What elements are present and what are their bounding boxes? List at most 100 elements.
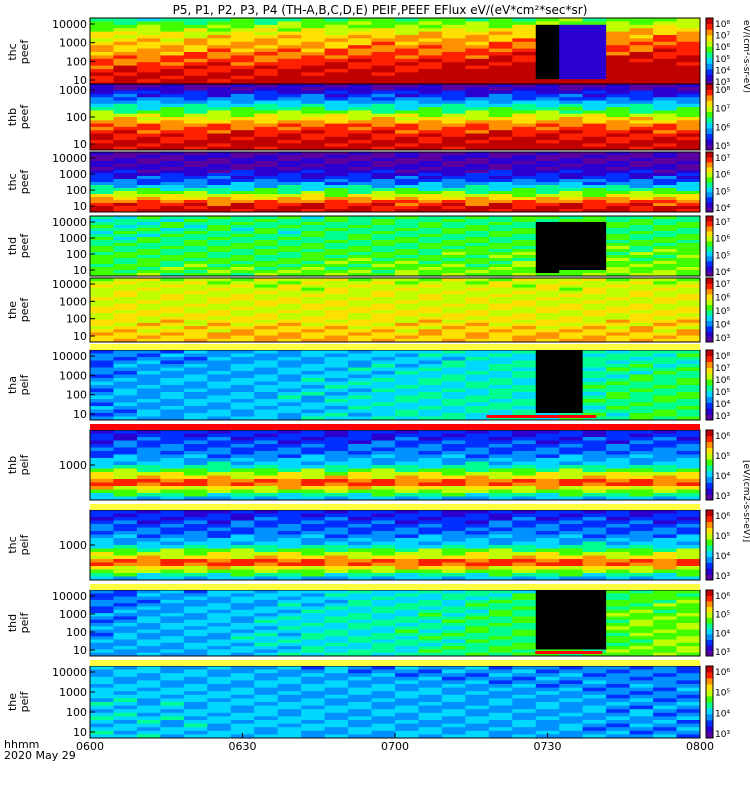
heat-cell <box>113 374 138 379</box>
heat-cell <box>629 182 654 186</box>
heat-cell <box>371 465 396 469</box>
heat-cell <box>582 545 607 549</box>
heat-cell <box>418 652 443 657</box>
heat-cell <box>371 381 396 386</box>
heat-cell <box>465 273 490 277</box>
heat-cell <box>653 395 678 400</box>
heat-cell <box>676 24 701 29</box>
heat-cell <box>535 616 560 621</box>
heat-cell <box>653 303 678 308</box>
heat-cell <box>301 155 326 159</box>
heat-cell <box>606 237 631 241</box>
heat-cell <box>465 413 490 417</box>
heat-cell <box>183 562 208 567</box>
panel-species-label: peef <box>18 169 31 195</box>
heat-cell <box>606 520 631 525</box>
heat-cell <box>441 642 466 647</box>
heat-cell <box>160 566 185 570</box>
heat-cell <box>183 294 208 298</box>
heat-cell <box>653 338 678 343</box>
heat-cell <box>441 31 466 36</box>
heat-cell <box>348 534 373 539</box>
heat-cell <box>277 143 302 148</box>
heat-cell <box>348 185 373 189</box>
heat-cell <box>348 234 373 238</box>
heat-cell <box>465 176 490 180</box>
heat-cell <box>512 126 537 131</box>
heat-cell <box>90 576 114 581</box>
heat-cell <box>230 399 255 403</box>
heat-cell <box>629 623 654 627</box>
heat-cell <box>324 364 349 368</box>
heat-cell <box>324 228 349 232</box>
heat-cell <box>535 48 560 53</box>
heat-cell <box>653 465 678 469</box>
heat-cell <box>160 338 185 343</box>
heat-cell <box>230 18 255 22</box>
heat-cell <box>512 62 537 67</box>
heat-cell <box>606 158 631 162</box>
colorbar-tick-label: 10⁴ <box>715 204 730 214</box>
colorbar-step <box>706 601 713 607</box>
heat-cell <box>277 642 302 647</box>
heat-cell <box>488 451 513 455</box>
heat-cell <box>277 133 302 138</box>
heat-cell <box>277 258 302 262</box>
heat-cell <box>418 433 443 438</box>
heat-cell <box>113 164 138 168</box>
heat-cell <box>488 278 513 282</box>
heat-cell <box>90 632 114 637</box>
heat-cell <box>324 143 349 148</box>
heat-cell <box>254 513 279 518</box>
heat-cell <box>277 35 302 39</box>
heat-cell <box>113 593 138 598</box>
heat-cell <box>441 297 466 301</box>
heat-cell <box>441 489 466 494</box>
heat-cell <box>629 243 654 247</box>
colorbar-step <box>706 488 713 495</box>
heat-cell <box>465 371 490 375</box>
heat-cell <box>113 329 138 333</box>
heat-cell <box>418 300 443 305</box>
heat-cell <box>535 378 560 382</box>
heat-cell <box>301 433 326 438</box>
heat-cell <box>183 378 208 382</box>
heat-cell <box>582 447 607 452</box>
heat-cell <box>559 246 584 250</box>
heat-cell <box>183 569 208 574</box>
heat-cell <box>395 496 419 501</box>
heat-cell <box>183 31 208 36</box>
heat-cell <box>606 613 631 617</box>
heat-cell <box>535 126 560 131</box>
heat-cell <box>136 161 161 165</box>
heat-cell <box>395 176 419 180</box>
heat-cell <box>582 110 607 115</box>
heat-cell <box>371 335 396 340</box>
heat-cell <box>488 541 513 546</box>
heat-cell <box>301 632 326 637</box>
heat-cell <box>606 329 631 333</box>
heat-cell <box>441 143 466 148</box>
panel-probe-label: thc <box>6 173 19 190</box>
heat-cell <box>160 158 185 162</box>
heat-cell <box>277 281 302 285</box>
heat-cell <box>395 357 419 361</box>
heat-cell <box>348 385 373 389</box>
heat-cell <box>395 35 419 39</box>
heat-cell <box>512 100 537 105</box>
heat-cell <box>559 555 584 560</box>
heat-cell <box>441 433 466 438</box>
heat-cell <box>90 534 114 539</box>
heat-cell <box>441 216 466 220</box>
heat-cell <box>113 475 138 480</box>
heat-cell <box>254 164 279 168</box>
heat-cell <box>160 569 185 574</box>
heat-cell <box>230 164 255 168</box>
heat-cell <box>277 444 302 448</box>
heat-cell <box>465 538 490 542</box>
heat-cell <box>629 287 654 292</box>
heat-cell <box>183 258 208 262</box>
heat-cell <box>653 179 678 183</box>
heat-cell <box>582 100 607 105</box>
